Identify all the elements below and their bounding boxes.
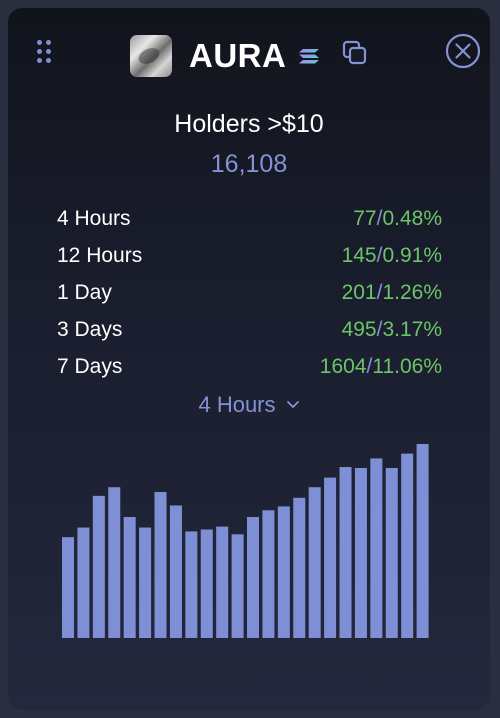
holders-stats: 4 Hours 77/0.48% 12 Hours 145/0.91% 1 Da… — [57, 200, 442, 385]
stat-label: 7 Days — [57, 355, 123, 378]
stat-value: 201/1.26% — [342, 274, 442, 311]
solana-icon — [299, 49, 320, 64]
token-avatar — [130, 35, 172, 77]
stat-count: 77 — [353, 207, 377, 230]
stat-percent: 1.26% — [382, 281, 442, 304]
stat-separator: / — [376, 244, 383, 267]
token-info: AURA — [130, 34, 320, 78]
stat-label: 4 Hours — [57, 207, 131, 230]
period-dropdown[interactable]: 4 Hours — [8, 392, 490, 418]
stat-value: 145/0.91% — [342, 237, 442, 274]
chart-bar — [77, 527, 90, 638]
chart-bar — [92, 495, 105, 638]
chart-bar — [185, 531, 198, 638]
stat-separator: / — [366, 355, 373, 378]
stat-value: 1604/11.06% — [320, 348, 442, 385]
stat-count: 201 — [341, 281, 377, 304]
stat-separator: / — [376, 207, 383, 230]
chart-bar — [308, 487, 321, 638]
stat-label: 3 Days — [57, 318, 123, 341]
panel-header: AURA — [8, 8, 490, 98]
chart-bar — [324, 477, 337, 638]
stat-row-1-day: 1 Day 201/1.26% — [57, 274, 442, 311]
stat-count: 495 — [341, 318, 377, 341]
chart-bar — [339, 467, 352, 638]
chart-bar — [262, 510, 275, 638]
holders-bar-chart — [62, 444, 429, 638]
stat-percent: 0.91% — [382, 244, 442, 267]
stat-label: 12 Hours — [57, 244, 143, 267]
stat-count: 145 — [341, 244, 377, 267]
period-dropdown-inner[interactable]: 4 Hours — [198, 392, 299, 418]
token-name: AURA — [189, 37, 287, 74]
chart-bar — [370, 458, 383, 638]
stat-count: 1604 — [319, 355, 367, 378]
stat-row-7-days: 7 Days 1604/11.06% — [57, 348, 442, 385]
stat-separator: / — [376, 281, 383, 304]
stat-value: 495/3.17% — [342, 311, 442, 348]
period-selected: 4 Hours — [198, 392, 276, 417]
chart-bar — [123, 516, 136, 638]
chart-bar — [293, 497, 306, 638]
holders-title: Holders >$10 — [174, 110, 324, 138]
chart-bar — [154, 492, 167, 638]
holders-panel: AURA Holders >$10 16,10 — [8, 8, 490, 710]
chart-bar — [200, 529, 213, 638]
stat-row-4-hours: 4 Hours 77/0.48% — [57, 200, 442, 237]
chart-bar — [416, 444, 429, 638]
stat-value: 77/0.48% — [353, 200, 442, 237]
chart-bar — [108, 487, 121, 638]
chart-bar — [385, 468, 398, 638]
chart-bar — [354, 468, 367, 638]
stat-row-12-hours: 12 Hours 145/0.91% — [57, 237, 442, 274]
chart-bar — [216, 526, 229, 638]
drag-grip-icon[interactable] — [34, 38, 54, 72]
chart-bar — [401, 453, 414, 638]
chart-bar — [139, 527, 152, 638]
stat-percent: 0.48% — [382, 207, 442, 230]
stat-percent: 3.17% — [382, 318, 442, 341]
close-icon[interactable] — [445, 33, 481, 69]
chart-bar — [169, 505, 182, 638]
chart-bar — [62, 537, 75, 638]
copy-icon[interactable] — [341, 39, 369, 67]
stat-percent: 11.06% — [372, 355, 442, 378]
chevron-down-icon — [286, 401, 299, 408]
chart-bar — [247, 516, 260, 638]
stat-label: 1 Day — [57, 281, 112, 304]
chart-bar — [231, 534, 244, 638]
stat-separator: / — [376, 318, 383, 341]
chart-bar — [277, 506, 290, 638]
holders-total: 16,108 — [210, 150, 288, 178]
stat-row-3-days: 3 Days 495/3.17% — [57, 311, 442, 348]
